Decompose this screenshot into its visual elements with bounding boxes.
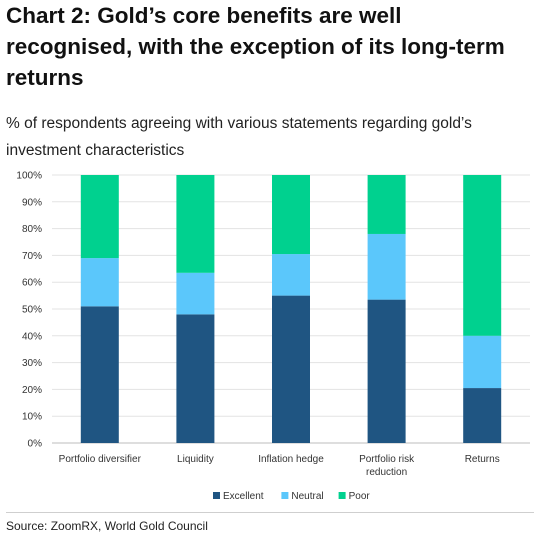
y-tick-label: 10% [22, 412, 42, 423]
bar-excellent [463, 388, 502, 443]
bar-poor [367, 175, 406, 234]
bar-neutral [176, 272, 215, 315]
y-tick-label: 0% [28, 439, 43, 450]
y-tick-label: 90% [22, 197, 42, 208]
legend-label: Poor [349, 491, 371, 502]
bar-excellent [80, 306, 119, 443]
bar-excellent [272, 295, 310, 443]
bar-poor [80, 175, 119, 259]
x-tick-label: Liquidity [177, 454, 214, 465]
bar-neutral [367, 233, 406, 300]
source-divider [6, 512, 534, 513]
x-tick-label: Inflation hedge [258, 454, 324, 465]
bar-neutral [80, 258, 119, 307]
x-tick-label: Returns [465, 454, 500, 465]
y-tick-label: 80% [22, 224, 42, 235]
bar-poor [176, 175, 215, 273]
legend-label: Neutral [291, 491, 323, 502]
y-tick-label: 20% [22, 385, 42, 396]
y-tick-label: 50% [22, 305, 42, 316]
bar-poor [272, 175, 310, 255]
legend-swatch-poor [338, 492, 346, 499]
chart-subtitle: % of respondents agreeing with various s… [6, 115, 472, 159]
x-tick-label: reduction [366, 467, 407, 478]
y-tick-label: 100% [16, 171, 42, 182]
y-tick-label: 30% [22, 358, 42, 369]
legend-label: Excellent [223, 491, 264, 502]
y-tick-label: 70% [22, 251, 42, 262]
x-tick-label: Portfolio diversifier [59, 454, 142, 465]
legend-swatch-neutral [281, 492, 289, 499]
y-tick-label: 60% [22, 278, 42, 289]
chart-title: Chart 2: Gold’s core benefits are well r… [6, 3, 505, 90]
bar-excellent [367, 299, 406, 443]
bar-neutral [463, 335, 502, 389]
source-note: Source: ZoomRX, World Gold Council [6, 519, 208, 533]
bar-neutral [272, 254, 310, 296]
y-tick-label: 40% [22, 331, 42, 342]
bar-excellent [176, 314, 215, 443]
x-tick-label: Portfolio risk [359, 454, 415, 465]
bar-poor [463, 175, 502, 336]
legend-swatch-excellent [213, 492, 220, 499]
stacked-bar-chart: 0% 10% 20% 30% 40% 50% 60% 70% 80% 90% 100% Portfol… [16, 171, 530, 502]
